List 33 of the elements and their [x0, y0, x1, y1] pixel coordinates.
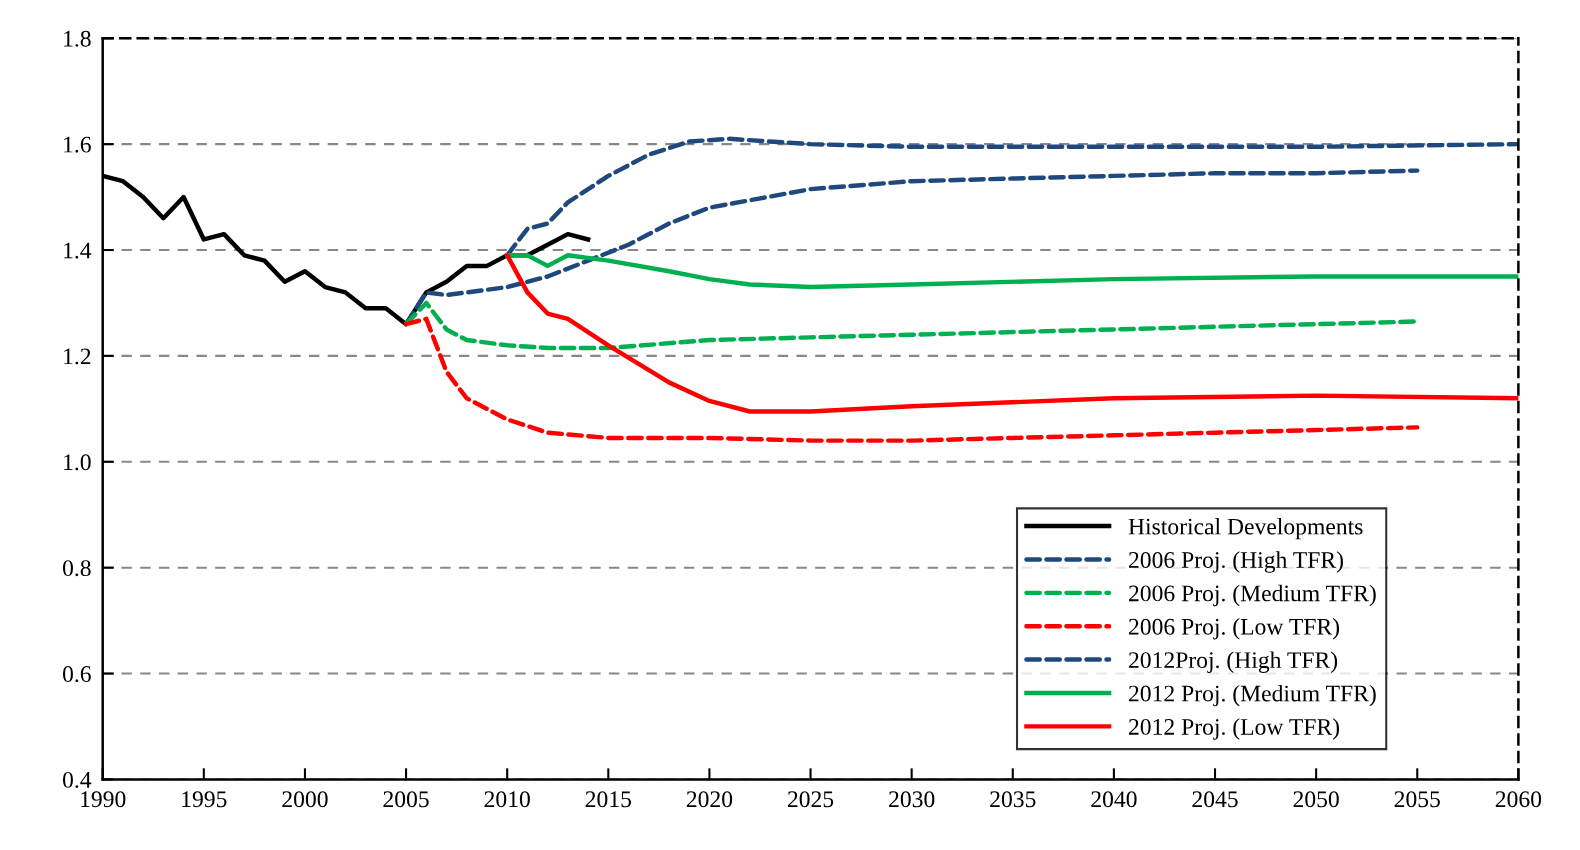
legend-label: Historical Developments [1128, 517, 1363, 540]
legend-label: 2012 Proj. (Low TFR) [1129, 718, 1340, 740]
legend-label: 2006 Proj. (High TFR) [1129, 551, 1343, 573]
x-tick-label: 2025 [787, 791, 834, 808]
x-tick-label: 2050 [1293, 791, 1339, 808]
line-series [504, 253, 1519, 414]
legend-label: 2006 Proj. (Medium TFR) [1129, 584, 1376, 607]
x-tick-label: 2010 [484, 791, 530, 808]
x-tick-label: 2020 [686, 791, 733, 808]
line-series [403, 316, 1420, 443]
y-tick-label: 0.8 [62, 560, 91, 577]
y-tick-label: 1.4 [64, 242, 92, 259]
y-tick-label: 1.0 [64, 454, 91, 471]
x-tick-label: 1990 [81, 791, 126, 808]
x-tick-label: 2000 [282, 791, 328, 808]
legend-label: 2012Proj. (High TFR) [1129, 651, 1338, 673]
y-tick-label: 1.8 [64, 30, 91, 47]
x-tick-label: 1995 [182, 791, 227, 808]
y-tick-label: 0.6 [62, 666, 91, 683]
y-tick-label: 1.2 [64, 348, 91, 365]
x-tick-label: 2035 [990, 791, 1036, 808]
line-series [504, 253, 1519, 290]
x-tick-label: 2040 [1091, 791, 1137, 808]
legend-label: 2012 Proj. (Medium TFR) [1129, 684, 1376, 707]
x-tick-label: 2045 [1192, 791, 1238, 808]
x-tick-label: 2005 [383, 791, 429, 808]
x-tick-label: 2055 [1394, 791, 1440, 808]
legend-label: 2006 Proj. (Low TFR) [1129, 618, 1340, 640]
x-tick-label: 2060 [1495, 791, 1542, 808]
y-tick-label: 0.4 [62, 771, 92, 788]
y-tick-label: 1.6 [64, 136, 91, 153]
x-tick-label: 2015 [585, 791, 631, 808]
x-tick-label: 2030 [889, 791, 935, 808]
